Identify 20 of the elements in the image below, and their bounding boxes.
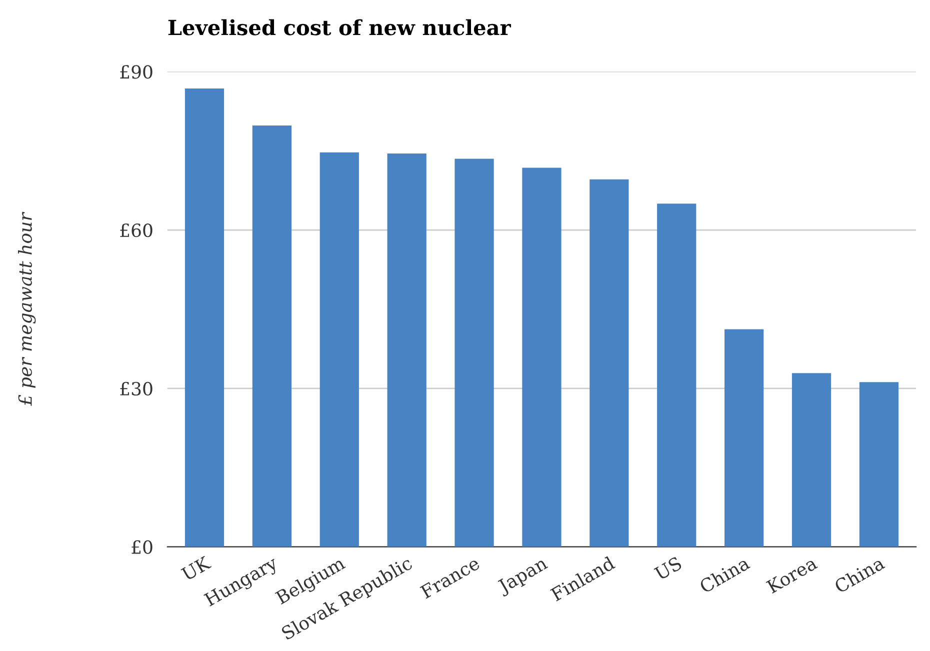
bar (859, 382, 899, 547)
y-tick-label: £30 (120, 382, 152, 396)
bar (792, 373, 832, 547)
bar (252, 125, 292, 547)
bar (387, 153, 426, 547)
x-tick-label: China (833, 555, 886, 594)
y-tick-label: £60 (120, 223, 152, 238)
bar (657, 204, 696, 547)
bar (320, 152, 359, 547)
x-tick-label: US (654, 556, 682, 581)
bar (590, 179, 629, 547)
x-tick-label: China (698, 555, 751, 594)
bar (724, 329, 764, 547)
bar (522, 168, 562, 547)
bar (184, 88, 224, 547)
chart-title: Levelised cost of new nuclear (168, 19, 512, 36)
y-tick-label: £90 (120, 65, 152, 79)
y-axis-title: £ per megawatt hour (18, 212, 36, 406)
y-tick-label: £0 (132, 540, 152, 554)
bar (454, 158, 494, 547)
